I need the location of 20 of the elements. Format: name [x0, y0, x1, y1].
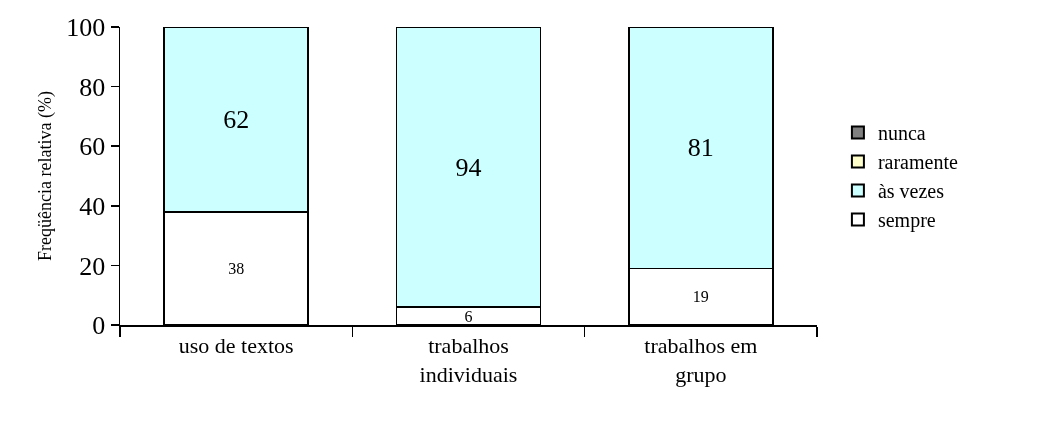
- legend-label: nunca: [877, 122, 926, 145]
- legend-label: às vezes: [877, 180, 945, 203]
- data-label: 38: [228, 259, 245, 277]
- y-tick-label: 0: [92, 311, 106, 341]
- y-tick-label: 20: [79, 251, 106, 281]
- legend-label: sempre: [877, 209, 936, 233]
- y-tick-label: 40: [79, 191, 106, 221]
- y-axis-title: Freqüência relativa (%): [34, 91, 56, 261]
- data-label: 81: [687, 133, 714, 163]
- data-label: 19: [692, 288, 709, 306]
- legend-label: raramente: [877, 151, 958, 174]
- y-tick-label: 100: [66, 13, 106, 43]
- x-tick-label: uso de textos: [178, 332, 294, 358]
- data-label: 6: [464, 307, 473, 325]
- x-tick-label: trabalhos individuais: [419, 332, 518, 387]
- y-tick-label: 80: [79, 72, 106, 102]
- data-label: 94: [455, 152, 482, 182]
- data-label: 62: [223, 104, 250, 134]
- x-tick-label: trabalhos em grupo: [644, 332, 758, 387]
- y-tick-label: 60: [79, 132, 106, 162]
